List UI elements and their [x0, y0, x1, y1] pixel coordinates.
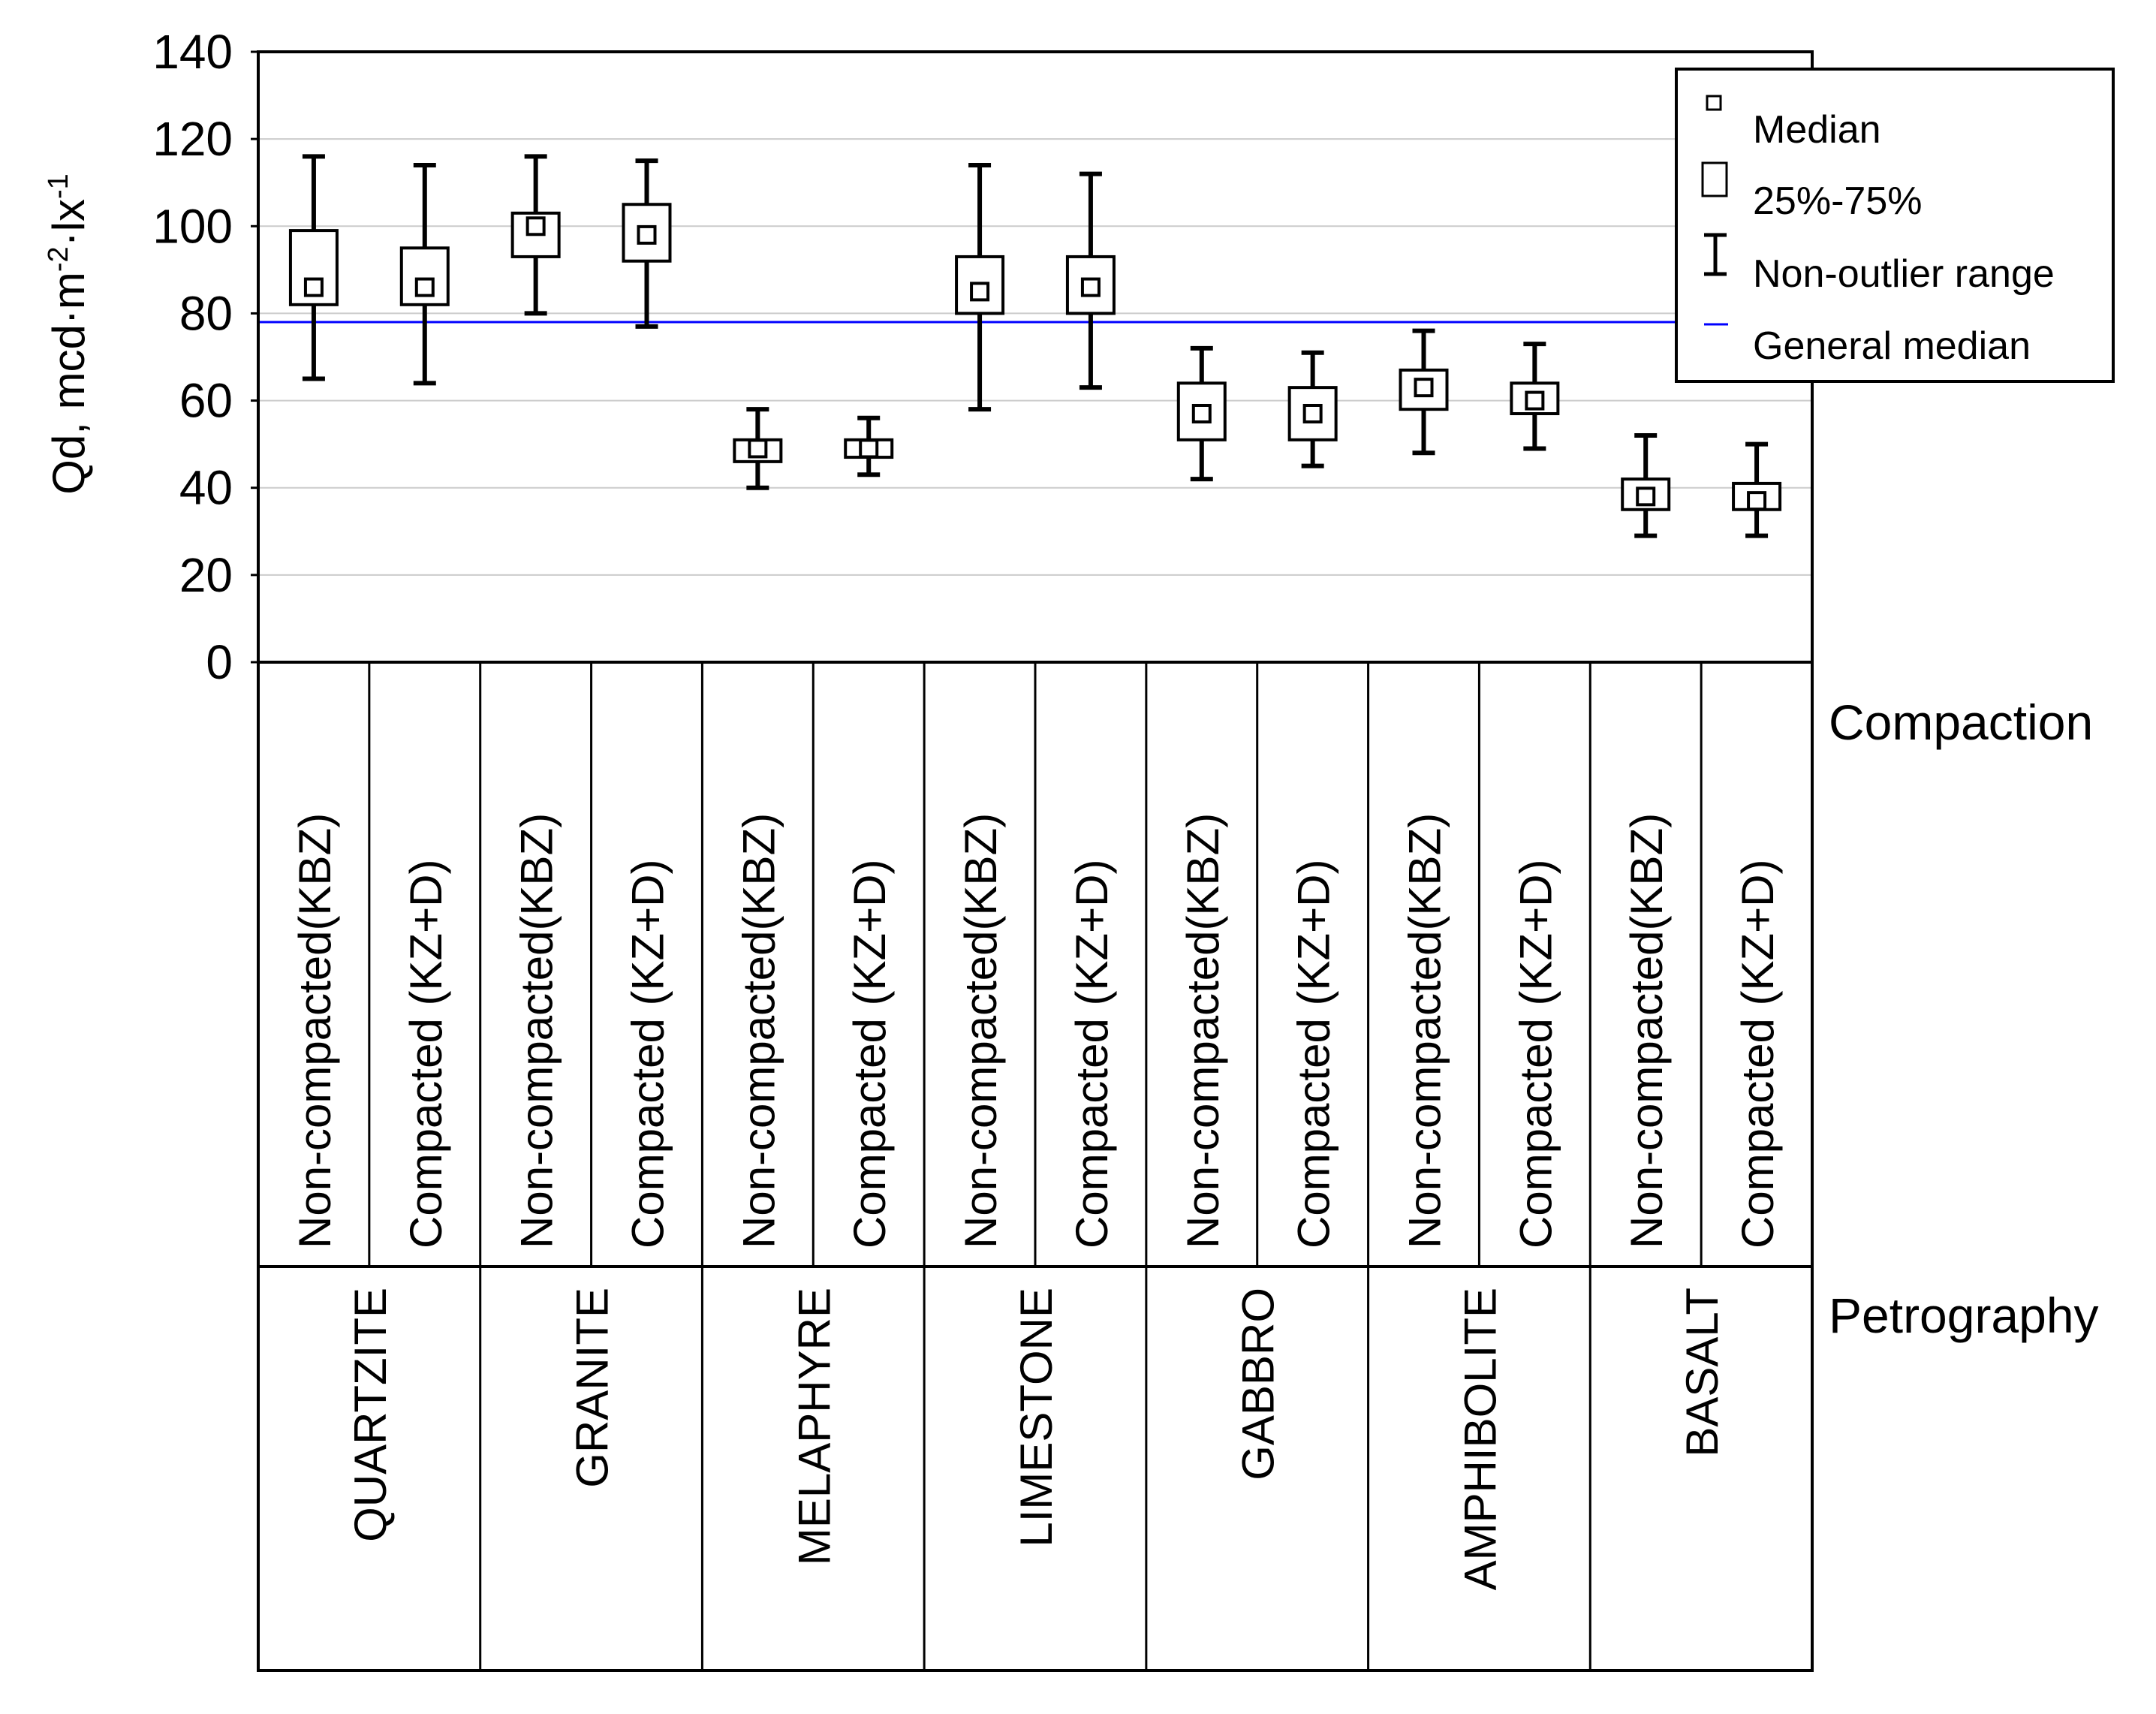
median-marker-icon	[1706, 95, 1722, 111]
category-label: Non-compacted(KBZ)	[290, 813, 340, 1249]
legend-frame	[1675, 68, 2115, 383]
category-label: Compacted (KZ+D)	[1289, 860, 1339, 1249]
petrography-label: BASALT	[1677, 1288, 1727, 1457]
y-tick-label: 20	[179, 548, 233, 602]
median-marker	[637, 224, 657, 245]
median-marker	[1302, 403, 1323, 423]
petrography-axis-title: Petrography	[1829, 1288, 2099, 1343]
box-plot-item	[1287, 350, 1338, 468]
median-marker	[303, 277, 324, 297]
box-plot-item	[1065, 171, 1116, 390]
compaction-axis-title: Compaction	[1829, 694, 2093, 750]
y-tick-label: 80	[179, 286, 233, 340]
median-marker	[414, 277, 435, 297]
plot-frames	[257, 50, 1814, 1672]
category-label: Non-compacted(KBZ)	[1400, 813, 1450, 1249]
box-plot-item	[1621, 433, 1671, 538]
box-plot-item	[288, 154, 339, 381]
y-tick-label: 0	[206, 635, 233, 689]
median-marker	[525, 216, 546, 236]
category-label: Compacted (KZ+D)	[845, 860, 895, 1249]
legend: Median 25%-75% Non-outlier range General…	[1675, 68, 2115, 383]
category-label: Compacted (KZ+D)	[1067, 860, 1117, 1249]
legend-box-label: 25%-75%	[1753, 179, 1922, 223]
box-plot-item	[733, 407, 783, 490]
median-marker	[1414, 378, 1434, 398]
box-plot-item	[1732, 441, 1782, 538]
petrography-label: QUARTZITE	[345, 1288, 396, 1542]
grid-lines	[258, 138, 1812, 576]
category-label: Non-compacted(KBZ)	[1622, 813, 1672, 1249]
category-label: Non-compacted(KBZ)	[733, 813, 784, 1249]
box-plot-item	[622, 158, 672, 329]
y-axis-title: Qd, mcd·m-2·lx-1	[43, 173, 94, 495]
median-marker	[1191, 403, 1212, 423]
y-tick-label: 60	[179, 374, 233, 428]
legend-general-median-label: General median	[1753, 324, 2031, 368]
compaction-category-labels: Non-compacted(KBZ) Compacted (KZ+D) Non-co…	[290, 813, 1783, 1249]
y-tick-label: 40	[179, 461, 233, 515]
box-plot-item	[510, 154, 561, 316]
petrography-label: MELAPHYRE	[789, 1288, 839, 1565]
legend-median-label: Median	[1753, 108, 1881, 152]
y-axis-ticks: 0 20 40 60 80 100 120 140	[152, 25, 258, 689]
petrography-label: GRANITE	[568, 1288, 618, 1488]
y-tick-label: 140	[152, 25, 233, 79]
box-plot-item	[1176, 345, 1227, 482]
plot-area-frame	[257, 50, 1814, 664]
petrography-label: AMPHIBOLITE	[1455, 1288, 1505, 1590]
category-label: Non-compacted(KBZ)	[1178, 813, 1228, 1249]
category-label: Compacted (KZ+D)	[401, 860, 451, 1249]
box-plot-item	[1399, 328, 1449, 456]
category-label: Non-compacted(KBZ)	[512, 813, 562, 1249]
petrography-group-labels: QUARTZITE GRANITE MELAPHYRE LIMESTONE GABBRO…	[345, 1288, 1727, 1590]
legend-range-label: Non-outlier range	[1753, 252, 2055, 296]
median-marker	[1636, 486, 1656, 507]
median-marker	[1080, 277, 1101, 297]
box-plot-item	[399, 162, 450, 386]
category-label: Compacted (KZ+D)	[1510, 860, 1561, 1249]
category-label: Non-compacted(KBZ)	[956, 813, 1006, 1249]
box-plot-item	[1510, 342, 1560, 451]
whisker-range-icon	[1704, 233, 1727, 276]
median-marker	[748, 438, 768, 459]
median-marker	[1525, 390, 1545, 411]
median-marker	[859, 438, 879, 459]
petrography-label: LIMESTONE	[1011, 1288, 1061, 1547]
median-marker	[970, 282, 990, 302]
box-plot-item	[844, 415, 894, 477]
box-range-icon	[1701, 161, 1728, 197]
petrography-label: GABBRO	[1233, 1288, 1284, 1481]
category-label: Compacted (KZ+D)	[623, 860, 673, 1249]
y-tick-label: 120	[152, 112, 233, 166]
box-series	[288, 154, 1782, 538]
box-plot-item	[955, 162, 1005, 412]
category-label: Compacted (KZ+D)	[1733, 860, 1783, 1249]
y-tick-label: 100	[152, 199, 233, 253]
median-marker	[1747, 491, 1767, 511]
